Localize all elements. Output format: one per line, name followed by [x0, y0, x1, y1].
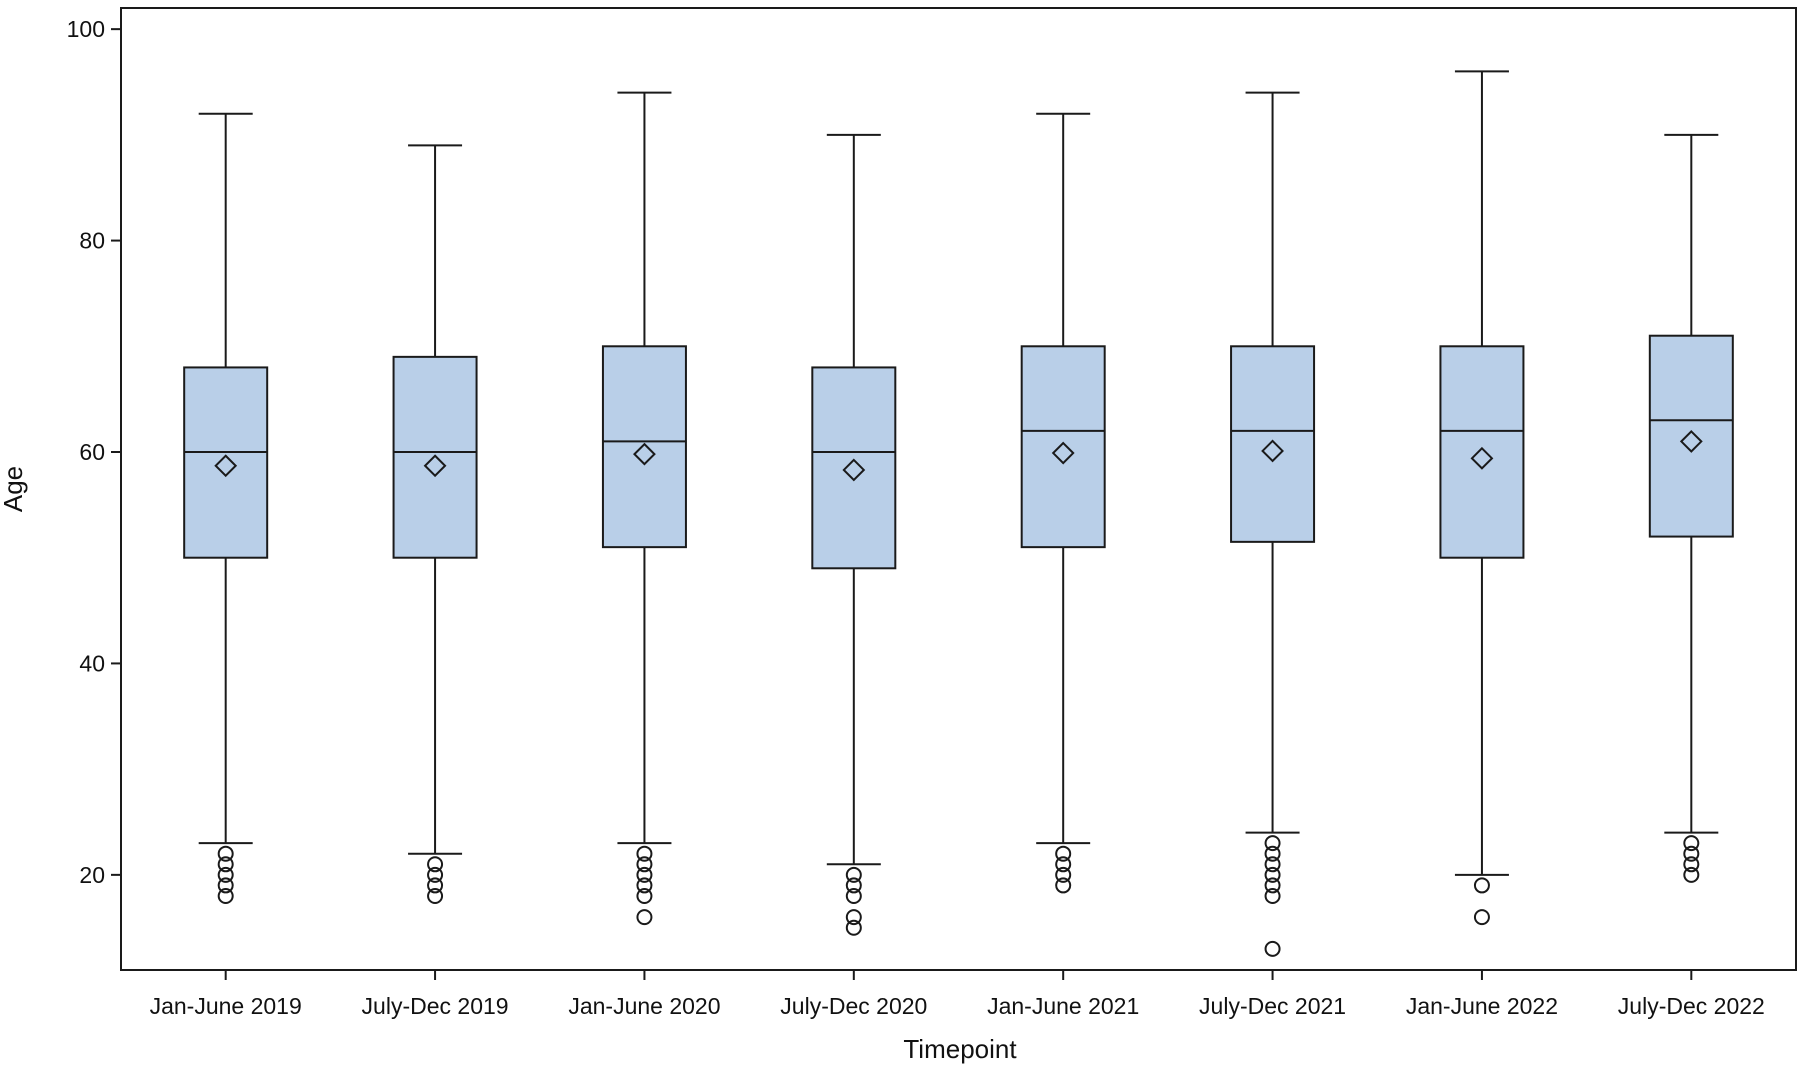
outlier-point	[1683, 845, 1700, 862]
y-tick-label: 80	[79, 228, 105, 254]
outlier-point	[1683, 866, 1700, 883]
mean-marker	[1261, 439, 1284, 463]
outlier-point	[1264, 835, 1281, 852]
outlier-point	[427, 888, 444, 904]
mean-marker	[633, 442, 656, 466]
outlier-point	[636, 877, 653, 894]
outlier-point	[845, 866, 862, 883]
x-tick-label: July-Dec 2019	[362, 993, 509, 1019]
outlier-point	[1055, 845, 1072, 862]
outlier-point	[1683, 856, 1700, 873]
x-tick-label: Jan-June 2020	[568, 993, 720, 1019]
y-tick-label: 60	[79, 439, 105, 465]
outlier-point	[1264, 845, 1281, 862]
outlier-point	[1055, 856, 1072, 873]
y-axis-title: Age	[0, 466, 28, 512]
outlier-point	[845, 919, 862, 936]
iqr-box	[811, 366, 897, 570]
box-group	[1439, 70, 1525, 926]
box-series	[183, 70, 1734, 957]
outlier-point	[427, 877, 444, 894]
outlier-point	[217, 845, 234, 862]
y-axis: 20 40 60 80 100	[67, 16, 121, 888]
outlier-point	[1683, 835, 1700, 852]
outlier-point	[636, 866, 653, 883]
outlier-point	[1264, 877, 1281, 894]
outlier-point	[1264, 866, 1281, 883]
outlier-point	[427, 866, 444, 883]
x-tick-label: Jan-June 2019	[150, 993, 302, 1019]
mean-marker	[842, 458, 866, 482]
outlier-point	[636, 856, 653, 873]
mean-marker	[1679, 430, 1703, 453]
outlier-point	[217, 856, 234, 873]
x-axis: Jan-June 2019 July-Dec 2019 Jan-June 2020 J…	[150, 970, 1765, 1019]
box-group	[1648, 133, 1734, 883]
iqr-box	[1020, 345, 1106, 549]
box-group	[1020, 112, 1106, 894]
outlier-point	[427, 856, 444, 873]
x-tick-label: Jan-June 2022	[1406, 993, 1558, 1019]
y-tick-label: 100	[67, 16, 105, 42]
outlier-point	[217, 888, 234, 904]
outlier-point	[1055, 877, 1072, 894]
box-group	[601, 91, 687, 926]
outlier-point	[1264, 888, 1281, 904]
mean-marker	[423, 454, 447, 478]
outlier-point	[636, 909, 653, 926]
mean-marker	[1470, 446, 1494, 470]
iqr-box	[392, 355, 478, 559]
box-group	[183, 112, 269, 904]
iqr-box	[601, 345, 687, 549]
outlier-point	[1473, 877, 1490, 894]
x-tick-label: July-Dec 2022	[1618, 993, 1765, 1019]
outlier-point	[1055, 866, 1072, 883]
x-tick-label: July-Dec 2020	[780, 993, 927, 1019]
y-tick-label: 20	[79, 862, 105, 888]
outlier-point	[845, 877, 862, 894]
plot-area-frame	[120, 7, 1797, 971]
box-group	[1230, 91, 1316, 957]
box-group	[392, 144, 478, 904]
mean-marker	[214, 454, 238, 478]
outlier-point	[1264, 940, 1281, 957]
iqr-box	[1230, 345, 1316, 543]
iqr-box	[183, 366, 269, 559]
outlier-point	[845, 888, 862, 904]
outlier-point	[636, 888, 653, 904]
outlier-point	[217, 877, 234, 894]
outlier-point	[1264, 856, 1281, 873]
outlier-point	[217, 866, 234, 883]
iqr-box	[1439, 345, 1525, 559]
x-tick-label: Jan-June 2021	[987, 993, 1139, 1019]
box-group	[811, 133, 897, 936]
y-tick-label: 40	[79, 650, 105, 676]
x-tick-label: July-Dec 2021	[1199, 993, 1346, 1019]
mean-marker	[1051, 441, 1075, 465]
iqr-box	[1648, 334, 1734, 538]
outlier-point	[845, 909, 862, 926]
outlier-point	[636, 845, 653, 862]
outlier-point	[1473, 909, 1490, 926]
x-axis-title: Timepoint	[903, 1034, 1017, 1064]
